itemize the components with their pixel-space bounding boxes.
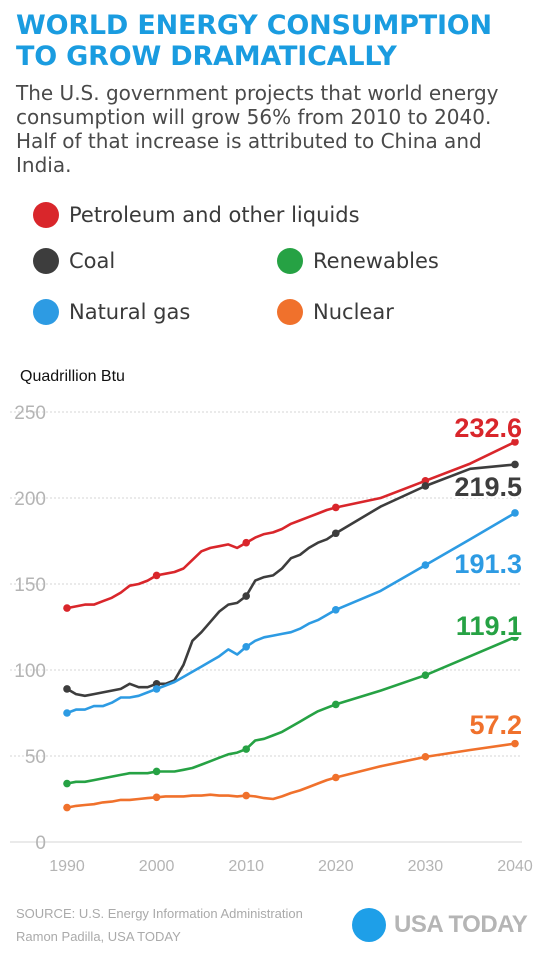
data-point-natural-gas-2040 <box>511 509 519 517</box>
chart-title-line-1: WORLD ENERGY CONSUMPTION <box>16 10 492 41</box>
legend-label-renewables: Renewables <box>313 249 439 273</box>
data-point-petroleum-2020 <box>332 503 340 512</box>
data-point-natural-gas-2010 <box>242 642 250 651</box>
series-line-petroleum <box>65 440 517 610</box>
legend-swatch-coal <box>33 248 59 274</box>
y-axis-unit-label: Quadrillion Btu <box>20 368 125 385</box>
data-point-natural-gas-2020 <box>332 606 340 614</box>
chart-title: WORLD ENERGY CONSUMPTION TO GROW DRAMATI… <box>16 10 526 72</box>
x-tick-label-2010: 2010 <box>228 858 264 875</box>
chart-subtitle: The U.S. government projects that world … <box>16 81 499 177</box>
data-point-petroleum-2040 <box>511 438 519 446</box>
data-point-natural-gas-2030 <box>421 561 430 569</box>
series-line-renewables <box>65 635 517 785</box>
end-value-label-coal: 219.5 <box>454 472 522 502</box>
end-value-label-petroleum: 232.6 <box>454 413 522 443</box>
series-line-natural-gas <box>65 511 517 715</box>
data-point-nuclear-2010 <box>242 791 250 800</box>
data-point-renewables-1990 <box>63 779 71 788</box>
credit-note: Ramon Padilla, USA TODAY <box>16 929 181 944</box>
data-point-coal-2020 <box>332 529 340 538</box>
legend-label-petroleum: Petroleum and other liquids <box>69 203 360 227</box>
data-point-coal-1990 <box>63 685 71 693</box>
end-value-label-renewables: 119.1 <box>456 611 522 641</box>
series-line-nuclear <box>65 742 517 809</box>
legend-item-renewables: Renewables <box>277 246 439 276</box>
data-point-coal-2030 <box>421 482 430 490</box>
end-value-label-natural-gas: 191.3 <box>454 549 522 579</box>
x-tick-label-2020: 2020 <box>318 858 354 875</box>
source-note: SOURCE: U.S. Energy Information Administ… <box>16 906 303 921</box>
data-point-petroleum-2000 <box>152 571 161 580</box>
x-tick-label-2000: 2000 <box>139 858 175 875</box>
legend-label-coal: Coal <box>69 249 116 273</box>
data-point-renewables-2000 <box>152 767 161 776</box>
legend-swatch-nuclear <box>277 299 303 325</box>
data-point-renewables-2010 <box>242 745 250 753</box>
data-point-petroleum-1990 <box>63 604 71 612</box>
data-point-coal-2040 <box>511 460 519 469</box>
data-point-natural-gas-2000 <box>152 685 161 693</box>
legend-item-petroleum: Petroleum and other liquids <box>33 200 360 230</box>
chart-title-line-2: TO GROW DRAMATICALLY <box>16 41 397 72</box>
y-tick-label-250: 250 <box>14 403 46 424</box>
y-tick-label-200: 200 <box>14 489 46 510</box>
x-tick-label-1990: 1990 <box>49 858 85 875</box>
data-point-renewables-2040 <box>511 633 519 641</box>
legend-item-natural-gas: Natural gas <box>33 297 190 327</box>
usa-today-logo: USA TODAY <box>352 908 528 942</box>
data-point-natural-gas-1990 <box>63 709 71 717</box>
legend-label-nuclear: Nuclear <box>313 300 394 324</box>
usa-today-dot-icon <box>352 908 386 942</box>
y-tick-label-0: 0 <box>35 833 46 854</box>
legend-swatch-natural-gas <box>33 299 59 325</box>
y-tick-label-150: 150 <box>14 575 46 596</box>
y-tick-label-50: 50 <box>25 747 46 768</box>
data-point-nuclear-2040 <box>511 739 519 748</box>
line-chart: 0 50 100 150 200 250 1990 2000 2010 2020 2030 2040 2… <box>10 403 533 875</box>
end-value-label-nuclear: 57.2 <box>469 710 522 740</box>
data-point-nuclear-2000 <box>152 793 161 802</box>
series-line-coal <box>65 463 517 698</box>
legend-item-nuclear: Nuclear <box>277 297 394 327</box>
data-point-coal-2010 <box>242 592 250 600</box>
data-point-nuclear-2020 <box>332 773 340 782</box>
data-point-petroleum-2010 <box>242 538 250 547</box>
legend-swatch-petroleum <box>33 202 59 228</box>
data-point-nuclear-2030 <box>421 753 430 761</box>
legend-item-coal: Coal <box>33 246 115 276</box>
data-point-renewables-2020 <box>332 700 340 709</box>
data-point-nuclear-1990 <box>63 803 71 812</box>
x-tick-label-2040: 2040 <box>497 858 533 875</box>
usa-today-wordmark: USA TODAY <box>394 911 528 938</box>
x-tick-label-2030: 2030 <box>408 858 444 875</box>
legend-label-natural-gas: Natural gas <box>69 300 191 324</box>
y-tick-label-100: 100 <box>14 661 46 682</box>
legend-swatch-renewables <box>277 248 303 274</box>
data-point-renewables-2030 <box>421 671 430 679</box>
